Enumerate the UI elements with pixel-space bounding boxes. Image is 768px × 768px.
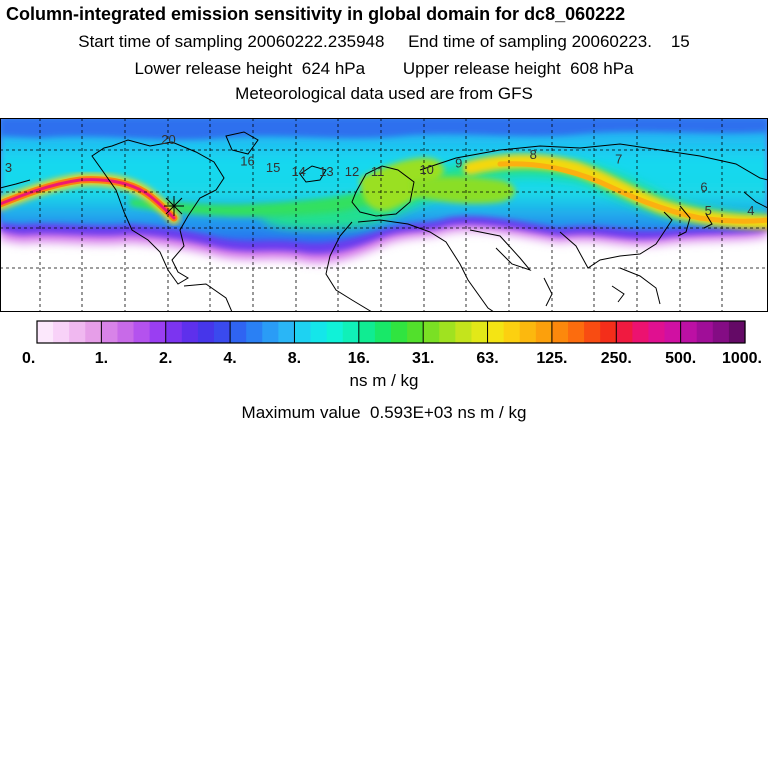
colorbar-cell [197,321,215,343]
colorbar-cell [728,321,746,343]
contour-label: 16 [240,153,254,168]
colorbar-cell [568,321,585,343]
colorbar-tick-label: 8. [288,350,301,367]
maximum-value: Maximum value 0.593E+03 ns m / kg [0,403,768,423]
colorbar-cell [230,321,247,343]
contour-label: 5 [705,203,712,218]
met-data-note: Meteorological data used are from GFS [235,84,533,103]
colorbar-cell [503,321,521,343]
colorbar-cell [648,321,666,343]
colorbar-tick-label: 2. [159,350,172,367]
colorbar: 0. 1. 2. 4. 8. 16. 31. 63. 125. 250. 500. 1000. [22,320,762,367]
upper-release-label: Upper release height [402,59,561,78]
release-location-marker [164,196,184,216]
colorbar-tick-label: 4. [223,350,236,367]
colorbar-cell [37,321,54,343]
colorbar-cell [358,321,376,343]
plot-title: Column-integrated emission sensitivity i… [6,4,626,24]
colorbar-tick-label: 16. [348,350,370,367]
colorbar-cell [535,321,553,343]
lower-release-value: 624 hPa [301,59,366,78]
contour-label: 14 [291,164,305,179]
colorbar-cell [664,321,682,343]
colorbar-cell [85,321,102,343]
colorbar-cell [181,321,199,343]
colorbar-cell [680,321,698,343]
colorbar-cell [262,321,279,343]
contour-label: 9 [455,156,462,171]
colorbar-cell [584,321,601,343]
colorbar-cell [326,321,344,343]
colorbar-cell [391,321,408,343]
contour-label: 4 [747,203,754,218]
colorbar-cell [294,321,312,343]
colorbar-cell [278,321,296,343]
colorbar-cell [133,321,151,343]
sampling-time-line: Start time of sampling 20060222.235948 E… [0,32,768,52]
colorbar-cell [117,321,135,343]
colorbar-cell [423,321,440,343]
contour-label: 11 [371,164,385,179]
lower-release-label: Lower release height [134,59,293,78]
colorbar-tick-label: 63. [476,350,498,367]
colorbar-units: ns m / kg [349,371,419,390]
colorbar-cell [342,321,360,343]
colorbar-cell [696,321,714,343]
colorbar-cell [600,321,617,343]
contour-label: 20 [161,132,175,147]
colorbar-tick-label: 125. [536,350,567,367]
colorbar-cell [149,321,167,343]
colorbar-cell [487,321,505,343]
contour-label: 7 [615,151,622,166]
colorbar-cell [632,321,650,343]
maximum-value-label: Maximum value [241,403,361,422]
colorbar-cell [471,321,489,343]
contour-label: 10 [419,162,433,177]
contour-label: 12 [345,164,359,179]
colorbar-cell [101,321,119,343]
colorbar-cell [519,321,537,343]
end-time-label: End time of sampling [408,32,567,51]
start-time-value: 20060222.235948 [247,32,385,51]
emission-sensitivity-map: 3 20 16 15 14 13 12 11 10 9 8 7 6 5 4 [0,118,768,312]
colorbar-tick-label: 31. [412,350,434,367]
colorbar-cell [439,321,456,343]
colorbar-cell [616,321,633,343]
colorbar-cell [455,321,473,343]
end-time-value: 20060223. 15 [571,32,690,51]
colorbar-tick-label: 500. [665,350,696,367]
colorbar-tick-label: 1000. [722,350,762,367]
contour-label: 8 [530,147,537,162]
colorbar-cell [246,321,263,343]
colorbar-cell [214,321,231,343]
contour-label: 6 [700,179,707,194]
trajectory-day-labels: 3 20 16 15 14 13 12 11 10 9 8 7 6 5 4 [5,132,755,218]
colorbar-cell [374,321,392,343]
maximum-value-number: 0.593E+03 ns m / kg [370,403,527,422]
contour-label: 13 [319,164,333,179]
colorbar-cell [310,321,328,343]
contour-label: 15 [266,160,280,175]
colorbar-tick-label: 250. [601,350,632,367]
contour-label: 3 [5,160,12,175]
colorbar-cell [69,321,86,343]
upper-release-value: 608 hPa [570,59,634,78]
colorbar-cell [712,321,730,343]
colorbar-cell [53,321,70,343]
release-height-line: Lower release height 624 hPa Upper relea… [0,59,768,79]
colorbar-cell [551,321,569,343]
colorbar-cell [165,321,183,343]
colorbar-tick-label: 1. [95,350,108,367]
colorbar-cell [407,321,424,343]
start-time-label: Start time of sampling [78,32,243,51]
colorbar-tick-label: 0. [22,350,35,367]
